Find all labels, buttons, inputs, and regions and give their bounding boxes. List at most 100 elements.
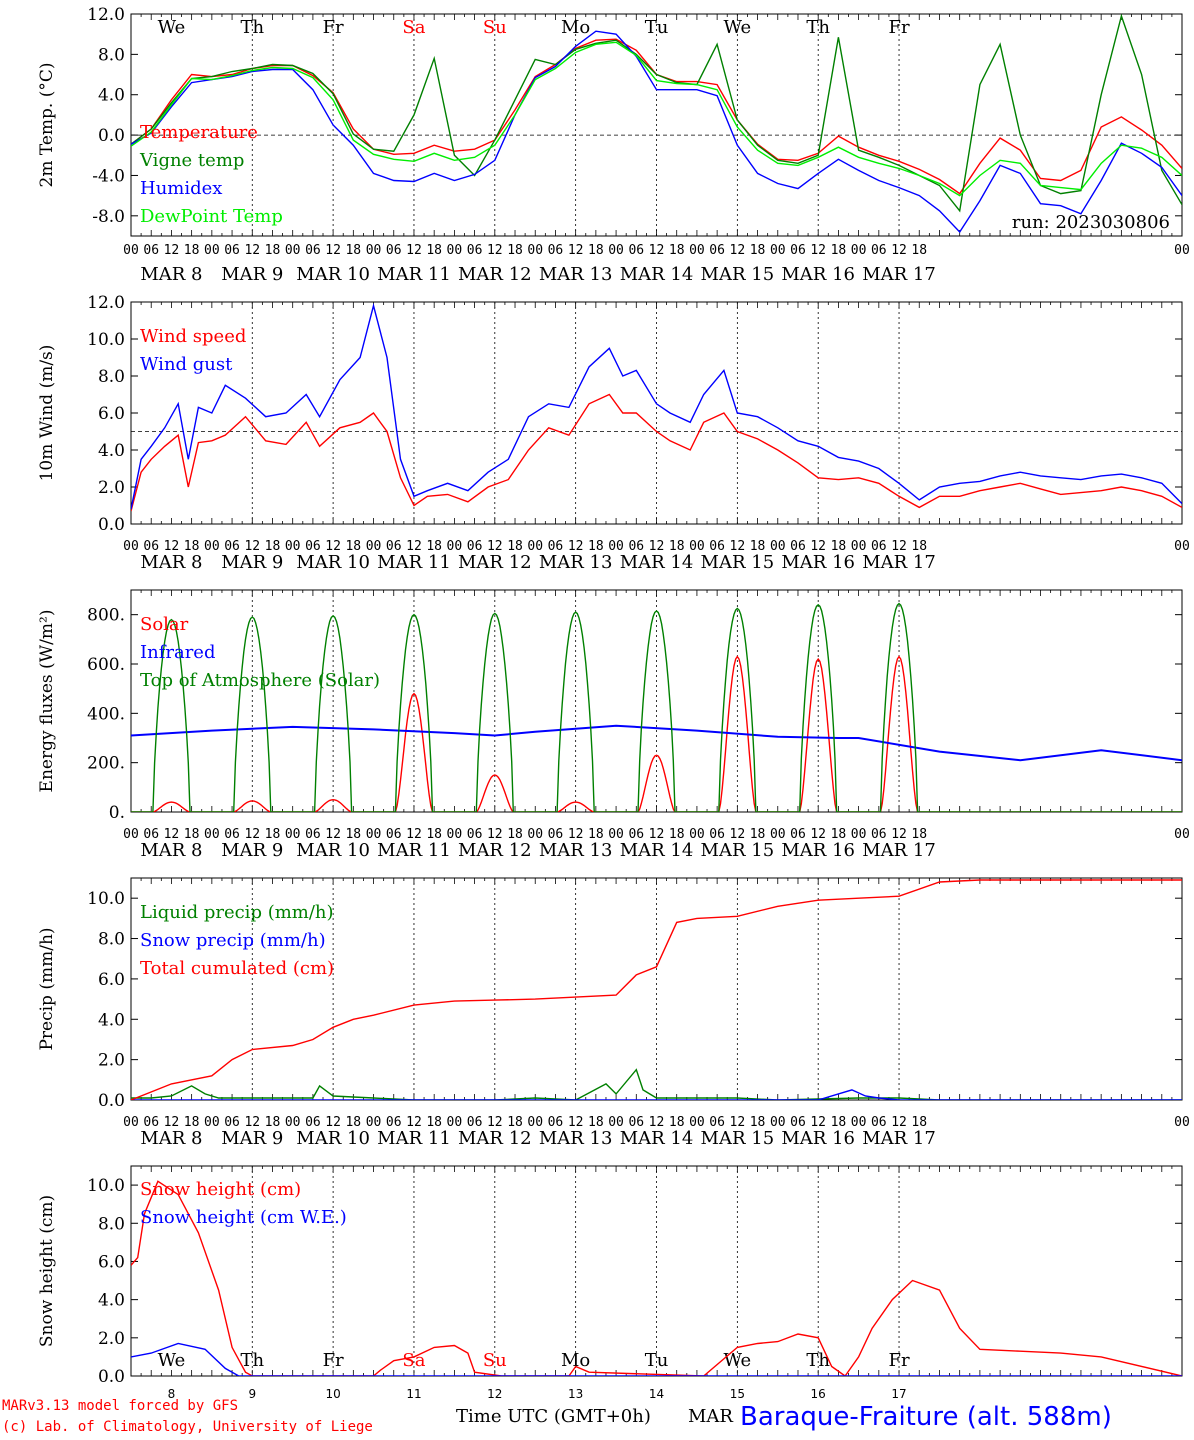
hour-tick-label: 06 [224, 243, 240, 258]
y-tick-label: 0.0 [98, 515, 125, 535]
hour-tick-label: 06 [709, 827, 725, 842]
hour-tick-label: 12 [244, 243, 260, 258]
date-label: MAR 16 [781, 840, 855, 861]
hour-tick-label: 00 [204, 539, 220, 554]
hour-tick-label: 12 [244, 1115, 260, 1130]
series-line-wind-gust [131, 302, 1182, 510]
date-label: MAR 10 [296, 840, 370, 861]
hour-tick-label: 18 [911, 827, 927, 842]
date-label: MAR 8 [140, 552, 202, 573]
hour-tick-label: 00 [204, 827, 220, 842]
weekday-label: Fr [323, 17, 344, 38]
hour-tick-label: 12 [730, 827, 746, 842]
day-number-label: 13 [568, 1387, 583, 1401]
series-line-vigne-temp [131, 14, 1182, 213]
panel-5: 10.0 8.0 6.0 4.0 2.0 0.0 Snow height (cm) We Th F… [37, 1165, 1183, 1401]
y-tick-label: 6.0 [98, 970, 125, 990]
hour-tick-label: 18 [911, 243, 927, 258]
hour-tick-label: 12 [487, 243, 503, 258]
y-axis-label: Snow height (cm) [37, 1195, 57, 1347]
hour-tick-label: 00 [447, 539, 463, 554]
y-axis-label: Precip (mm/h) [37, 927, 57, 1050]
series-line-humidex [131, 30, 1182, 234]
hour-tick-label: 18 [588, 1115, 604, 1130]
series-group [131, 14, 1182, 234]
hour-tick-label: 12 [325, 539, 341, 554]
hour-tick-label: 00 [689, 539, 705, 554]
legend-entry: DewPoint Temp [140, 206, 283, 227]
hour-tick-label: 06 [628, 827, 644, 842]
hour-tick-label: 18 [507, 243, 523, 258]
weekday-label: Th [806, 1350, 830, 1371]
hour-tick-label: 12 [487, 1115, 503, 1130]
hour-tick-label: 00 [689, 1115, 705, 1130]
legend-entry: Liquid precip (mm/h) [140, 902, 334, 923]
hour-tick-label: 00 [366, 1115, 382, 1130]
legend-entry: Snow height (cm) [140, 1179, 301, 1200]
hour-tick-label: 12 [568, 243, 584, 258]
y-tick-label: 4.0 [98, 86, 125, 106]
weekday-label: We [724, 17, 752, 38]
hour-tick-label: 12 [649, 539, 665, 554]
hour-tick-label: 06 [143, 539, 159, 554]
weekday-label: Th [240, 1350, 264, 1371]
hour-tick-label: 06 [871, 539, 887, 554]
weekday-label: Fr [888, 1350, 909, 1371]
legend-entry: Total cumulated (cm) [140, 958, 334, 979]
hour-tick-label: 12 [406, 243, 422, 258]
y-tick-label: 10.0 [87, 889, 125, 909]
hour-tick-label: 06 [386, 539, 402, 554]
y-tick-label: 8.0 [98, 367, 125, 387]
y-tick-label: 6.0 [98, 1252, 125, 1272]
legend-entry: Infrared [140, 642, 215, 663]
weekday-label: Tu [645, 17, 669, 38]
hour-tick-label: 06 [790, 1115, 806, 1130]
hour-tick-label: 18 [426, 539, 442, 554]
hour-tick-label: 06 [790, 243, 806, 258]
hour-tick-label: 18 [831, 1115, 847, 1130]
series-line-dewpoint-temp [131, 41, 1182, 197]
day-number-label: 14 [649, 1387, 664, 1401]
hour-tick-label: 12 [406, 827, 422, 842]
hour-tick-label: 06 [709, 539, 725, 554]
weekday-label: Th [806, 17, 830, 38]
hour-tick-label: 00 [285, 243, 301, 258]
hour-tick-label: 06 [467, 539, 483, 554]
date-label: MAR 12 [458, 1128, 532, 1149]
y-tick-label: 8.0 [98, 45, 125, 65]
y-tick-label: 4.0 [98, 1010, 125, 1030]
hour-tick-label: 12 [891, 1115, 907, 1130]
hour-tick-label: 18 [265, 827, 281, 842]
hour-tick-label: 00 [1174, 827, 1190, 842]
hour-tick-label: 06 [224, 827, 240, 842]
weekday-label: Sa [402, 17, 425, 38]
series-group [131, 602, 1182, 812]
hour-tick-label: 00 [204, 1115, 220, 1130]
date-label: MAR 16 [781, 552, 855, 573]
hour-tick-label: 00 [527, 243, 543, 258]
hour-tick-label: 00 [123, 539, 139, 554]
date-label: MAR 15 [701, 264, 775, 285]
hour-tick-label: 06 [628, 243, 644, 258]
y-tick-label: 4.0 [98, 1291, 125, 1311]
date-label: MAR 10 [296, 1128, 370, 1149]
hour-tick-label: 18 [750, 539, 766, 554]
date-label: MAR 11 [377, 552, 451, 573]
hour-tick-label: 00 [366, 827, 382, 842]
hour-tick-label: 00 [527, 539, 543, 554]
date-label: MAR 14 [620, 1128, 694, 1149]
hour-tick-label: 18 [184, 243, 200, 258]
weekday-label: Tu [645, 1350, 669, 1371]
hour-tick-label: 18 [669, 827, 685, 842]
hour-tick-label: 00 [608, 243, 624, 258]
legend-entry: Vigne temp [139, 150, 244, 171]
day-number-label: 9 [248, 1387, 256, 1401]
series-group [131, 879, 1182, 1100]
y-tick-label: 4.0 [98, 441, 125, 461]
date-label: MAR 8 [140, 840, 202, 861]
hour-tick-label: 00 [447, 1115, 463, 1130]
hour-tick-label: 12 [406, 1115, 422, 1130]
series-line-snow-height-cm-w-e- [131, 1342, 1182, 1376]
hour-tick-label: 00 [447, 827, 463, 842]
hour-tick-label: 18 [426, 243, 442, 258]
